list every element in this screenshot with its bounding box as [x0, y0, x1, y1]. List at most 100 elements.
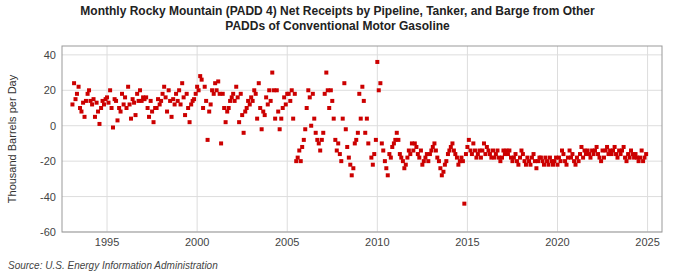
point: [577, 159, 581, 163]
point: [117, 106, 121, 110]
point: [332, 117, 336, 121]
point: [374, 138, 378, 142]
point: [233, 99, 237, 103]
point: [452, 149, 456, 153]
point: [523, 159, 527, 163]
point: [588, 156, 592, 160]
x-grid-line: [107, 46, 108, 232]
point: [453, 152, 457, 156]
point: [491, 149, 495, 153]
point: [275, 88, 279, 92]
point: [74, 97, 78, 101]
point: [384, 166, 388, 170]
point: [312, 117, 316, 121]
point: [90, 102, 94, 106]
point: [643, 156, 647, 160]
point: [309, 124, 313, 128]
point: [158, 102, 162, 106]
point: [578, 152, 582, 156]
point: [243, 110, 247, 114]
point: [420, 163, 424, 167]
point: [174, 92, 178, 96]
point: [128, 102, 132, 106]
point: [342, 81, 346, 85]
point: [405, 156, 409, 160]
point: [273, 117, 277, 121]
point: [323, 92, 327, 96]
point: [579, 145, 583, 149]
point: [407, 149, 411, 153]
point: [87, 88, 91, 92]
point: [266, 102, 270, 106]
point: [515, 159, 519, 163]
point: [327, 106, 331, 110]
point: [72, 81, 76, 85]
source-note: Source: U.S. Energy Information Administ…: [8, 260, 218, 271]
point: [264, 95, 268, 99]
point: [209, 102, 213, 106]
point: [536, 159, 540, 163]
point: [441, 170, 445, 174]
point: [581, 156, 585, 160]
x-tick-label: 2025: [635, 236, 659, 248]
point: [599, 159, 603, 163]
title: Monthly Rocky Mountain (PADD 4) Net Rece…: [80, 4, 595, 33]
point: [305, 106, 309, 110]
point: [335, 149, 339, 153]
point: [165, 110, 169, 114]
point: [106, 101, 110, 105]
point: [302, 138, 306, 142]
point: [252, 88, 256, 92]
point: [381, 149, 385, 153]
x-tick-label: 2000: [185, 236, 209, 248]
point: [293, 92, 297, 96]
point: [461, 159, 465, 163]
point: [261, 110, 265, 114]
point: [595, 145, 599, 149]
point: [290, 88, 294, 92]
point: [134, 113, 138, 117]
point: [551, 163, 555, 167]
point: [204, 99, 208, 103]
point: [348, 163, 352, 167]
point: [362, 99, 366, 103]
point: [135, 92, 139, 96]
point: [234, 85, 238, 89]
point: [97, 122, 101, 126]
point: [620, 149, 624, 153]
point: [173, 102, 177, 106]
point: [521, 152, 525, 156]
point: [198, 74, 202, 78]
point: [171, 97, 175, 101]
point: [279, 117, 283, 121]
point: [625, 159, 629, 163]
point: [641, 159, 645, 163]
point: [347, 156, 351, 160]
point: [356, 131, 360, 135]
point: [629, 149, 633, 153]
point: [269, 99, 273, 103]
point: [483, 152, 487, 156]
point: [512, 156, 516, 160]
point: [345, 145, 349, 149]
point: [131, 97, 135, 101]
point: [138, 88, 142, 92]
point: [182, 95, 186, 99]
point: [195, 85, 199, 89]
point: [219, 141, 223, 145]
point: [593, 149, 597, 153]
point: [360, 85, 364, 89]
x-tick-label: 2020: [545, 236, 569, 248]
point: [149, 99, 153, 103]
y-tick-label: 20: [44, 84, 56, 96]
point: [479, 156, 483, 160]
point: [84, 99, 88, 103]
point: [396, 138, 400, 142]
point: [79, 110, 83, 114]
point: [395, 131, 399, 135]
point: [197, 88, 201, 92]
point: [329, 88, 333, 92]
chart: Monthly Rocky Mountain (PADD 4) Net Rece…: [0, 0, 675, 275]
point: [86, 92, 90, 96]
point: [75, 92, 79, 96]
